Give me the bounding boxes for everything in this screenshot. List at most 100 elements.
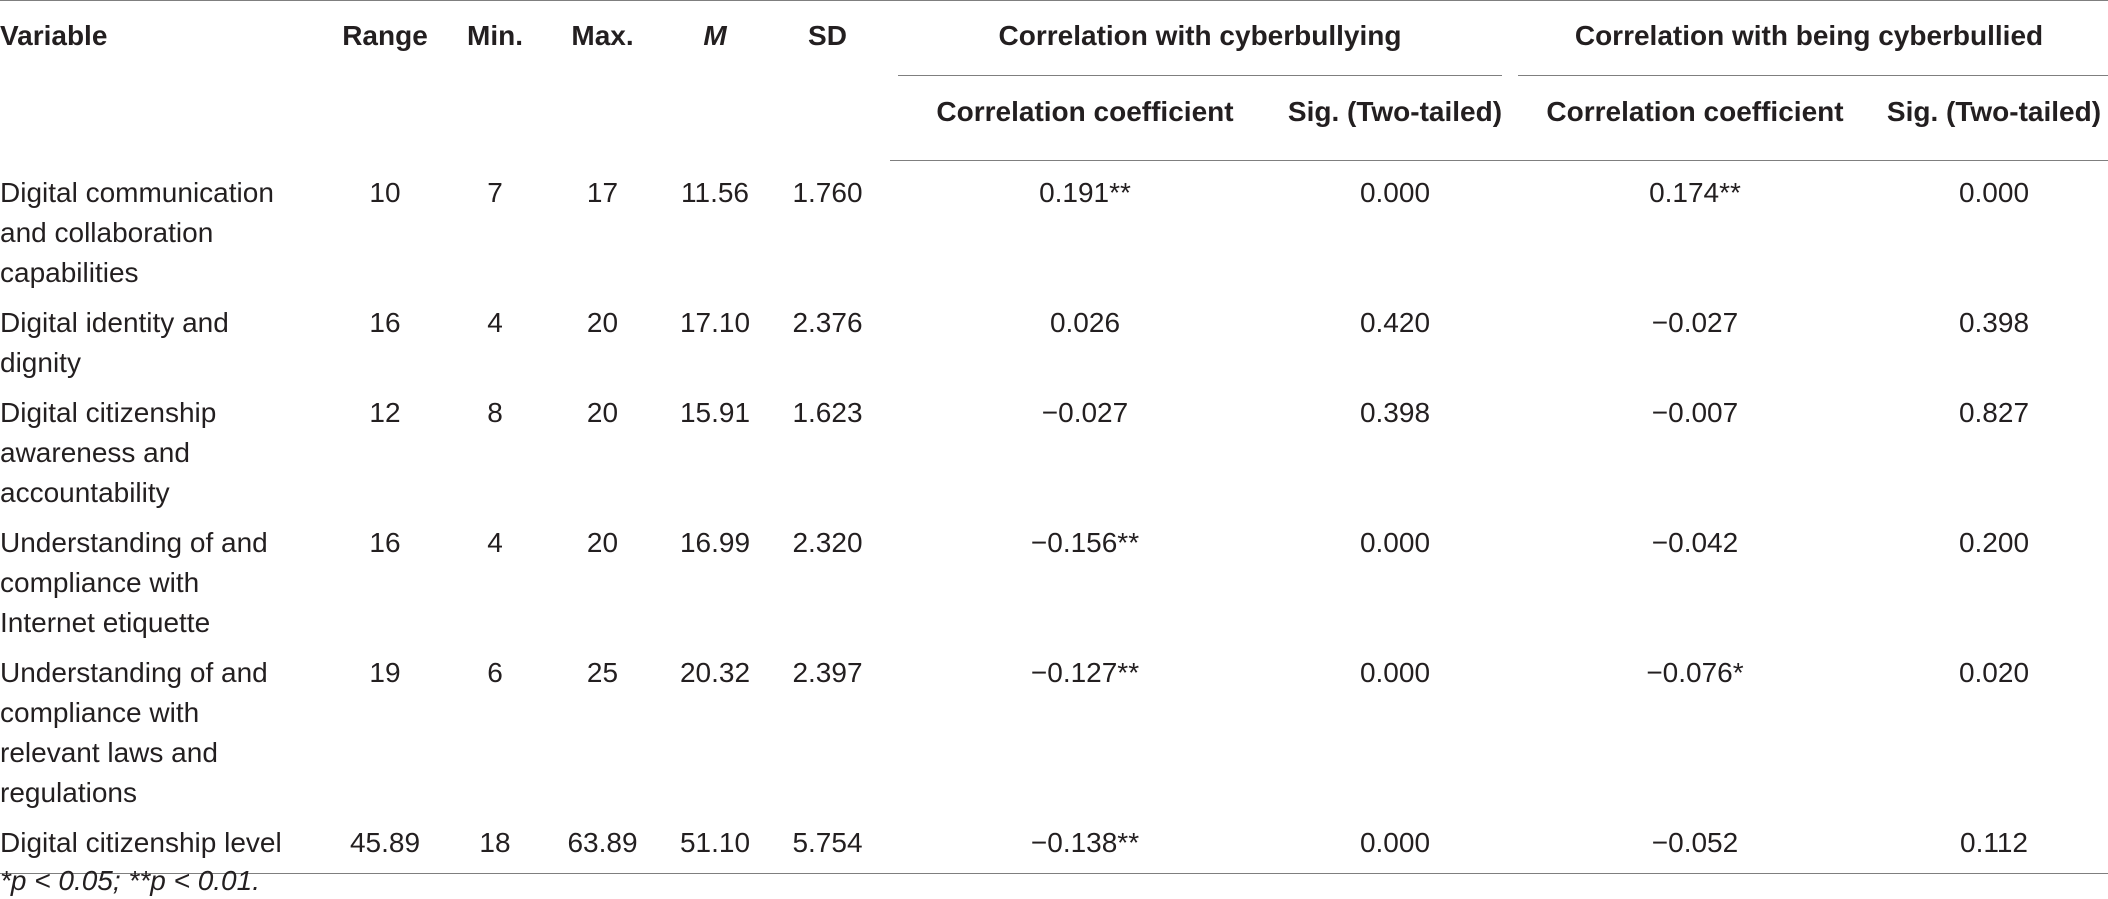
header-range: Range — [342, 20, 428, 51]
cell-mean: 51.10 — [665, 812, 765, 874]
cell-cyberbullied-sig: 0.112 — [1880, 812, 2108, 874]
variable-line: Digital communication — [0, 176, 274, 208]
group-underline-cyberbullied — [1518, 75, 2108, 76]
cell-range: 12 — [369, 396, 401, 428]
cell-cyberbullied-corr: −0.027 — [1651, 306, 1739, 338]
cell-cyberbullied-sig: 0.020 — [1958, 656, 2030, 688]
cell-cyberbullying-sig: 0.000 — [1359, 656, 1431, 688]
cell-max: 20 — [586, 526, 619, 558]
table-row: Digital citizenship awareness and accounta… — [0, 383, 2108, 513]
header-group-cyberbullied-label: Correlation with being cyberbullied — [1574, 20, 2044, 51]
cell-sd: 1.623 — [792, 396, 863, 428]
cell-sd: 2.376 — [792, 306, 863, 338]
header-group-cyberbullied: Correlation with being cyberbullied — [1510, 0, 2108, 76]
cell-variable: Digital citizenship level — [0, 812, 320, 874]
correlation-table-container: Variable Range Min. Max. M SD Correlatio… — [0, 0, 2108, 874]
cell-cyberbullied-sig: 0.827 — [1958, 396, 2030, 428]
cell-sd: 2.397 — [792, 656, 863, 688]
cell-range: 19 — [369, 656, 401, 688]
cell-variable: Digital identity and dignity — [0, 293, 320, 383]
variable-line: Digital citizenship level — [0, 826, 282, 858]
table-row: Digital citizenship level 45.89 18 63.89 51.… — [0, 812, 2108, 874]
table-top-rule — [0, 0, 2108, 1]
cell-max: 20 — [586, 396, 619, 428]
cell-cyberbullying-sig: 0.000 — [1359, 177, 1431, 208]
variable-line: relevant laws and — [0, 736, 218, 768]
table-footnote: *p < 0.05; **p < 0.01. — [0, 865, 260, 896]
cell-cyberbullying-sig: 0.000 — [1359, 526, 1431, 558]
variable-line: Digital citizenship — [0, 396, 217, 428]
cell-sd: 1.760 — [792, 176, 863, 208]
cell-variable: Digital citizenship awareness and accounta… — [0, 383, 320, 513]
header-group-cyberbullying: Correlation with cyberbullying — [890, 0, 1510, 76]
variable-line: awareness and — [0, 436, 190, 468]
header-min: Min. — [467, 20, 523, 51]
cell-variable: Understanding of and compliance with relev… — [0, 643, 320, 813]
cell-mean: 17.10 — [679, 306, 751, 338]
cell-cyberbullied-sig: 0.000 — [1958, 177, 2030, 208]
header-bc-sig: Sig. (Two-tailed) — [1880, 76, 2108, 161]
cell-min: 8 — [487, 396, 503, 428]
cell-mean: 16.99 — [679, 526, 751, 558]
variable-line: capabilities — [0, 256, 139, 288]
variable-line: Understanding of and — [0, 656, 268, 688]
cell-variable: Understanding of and compliance with Inter… — [0, 513, 320, 643]
cell-cyberbullied-sig: 0.398 — [1958, 306, 2030, 338]
group-underline-cyberbullying — [898, 75, 1502, 76]
cell-variable: Digital communication and collaboration ca… — [0, 161, 320, 293]
cell-sd: 2.320 — [792, 526, 863, 558]
cell-cyberbullying-corr: 0.026 — [1049, 306, 1121, 338]
variable-line: regulations — [0, 776, 137, 808]
cell-sd: 5.754 — [765, 812, 890, 874]
variable-line: compliance with — [0, 566, 200, 598]
table-row: Digital identity and dignity 16 4 20 17.10 2.3… — [0, 293, 2108, 383]
table-body: Digital communication and collaboration ca… — [0, 161, 2108, 874]
cell-cyberbullying-corr: −0.027 — [1041, 396, 1129, 428]
cell-cyberbullying-sig: 0.420 — [1359, 306, 1431, 338]
header-sd: SD — [808, 20, 847, 51]
header-mean: M — [703, 20, 727, 51]
variable-line: Internet etiquette — [0, 606, 211, 638]
cell-cyberbullying-sig: 0.398 — [1359, 396, 1431, 428]
variable-line: and collaboration — [0, 216, 214, 248]
cell-mean: 11.56 — [681, 176, 749, 208]
cell-mean: 15.91 — [679, 396, 751, 428]
cell-cyberbullying-corr: −0.156** — [1030, 526, 1140, 558]
variable-line: dignity — [0, 346, 81, 378]
cell-cyberbullying-corr: 0.191** — [1039, 177, 1131, 208]
header-max: Max. — [571, 20, 634, 51]
cell-cyberbullied-corr: −0.007 — [1651, 396, 1739, 428]
table-row: Understanding of and compliance with relev… — [0, 643, 2108, 813]
table-row: Understanding of and compliance with Inter… — [0, 513, 2108, 643]
variable-line: Digital identity and — [0, 306, 229, 338]
header-cb-corr-coef: Correlation coefficient — [890, 76, 1280, 161]
header-bc-corr-coef: Correlation coefficient — [1510, 76, 1880, 161]
cell-min: 4 — [487, 526, 503, 558]
cell-min: 6 — [487, 656, 503, 688]
cell-cyberbullied-corr: −0.076* — [1646, 656, 1744, 688]
variable-line: accountability — [0, 476, 170, 508]
table-row: Digital communication and collaboration ca… — [0, 161, 2108, 293]
cell-mean: 20.32 — [679, 656, 751, 688]
cell-cyberbullied-corr: −0.042 — [1651, 526, 1739, 558]
cell-cyberbullied-sig: 0.200 — [1958, 526, 2030, 558]
cell-cyberbullying-corr: −0.127** — [1030, 656, 1140, 688]
cell-range: 16 — [369, 526, 401, 558]
cell-max: 17 — [586, 176, 619, 208]
cell-min: 18 — [450, 812, 540, 874]
cell-min: 7 — [487, 176, 503, 208]
cell-range: 10 — [369, 176, 401, 208]
header-variable: Variable — [0, 20, 108, 51]
cell-range: 16 — [369, 306, 401, 338]
cell-max: 63.89 — [540, 812, 665, 874]
header-cb-sig: Sig. (Two-tailed) — [1280, 76, 1510, 161]
cell-max: 25 — [586, 656, 619, 688]
header-row-primary: Variable Range Min. Max. M SD Correlatio… — [0, 0, 2108, 76]
cell-cyberbullying-sig: 0.000 — [1280, 812, 1510, 874]
header-group-cyberbullying-label: Correlation with cyberbullying — [998, 20, 1402, 51]
header-row-secondary: Correlation coefficient Sig. (Two-tailed… — [0, 76, 2108, 161]
variable-line: Understanding of and — [0, 526, 268, 558]
cell-cyberbullied-corr: 0.174** — [1649, 177, 1741, 208]
variable-line: compliance with — [0, 696, 200, 728]
cell-max: 20 — [586, 306, 619, 338]
